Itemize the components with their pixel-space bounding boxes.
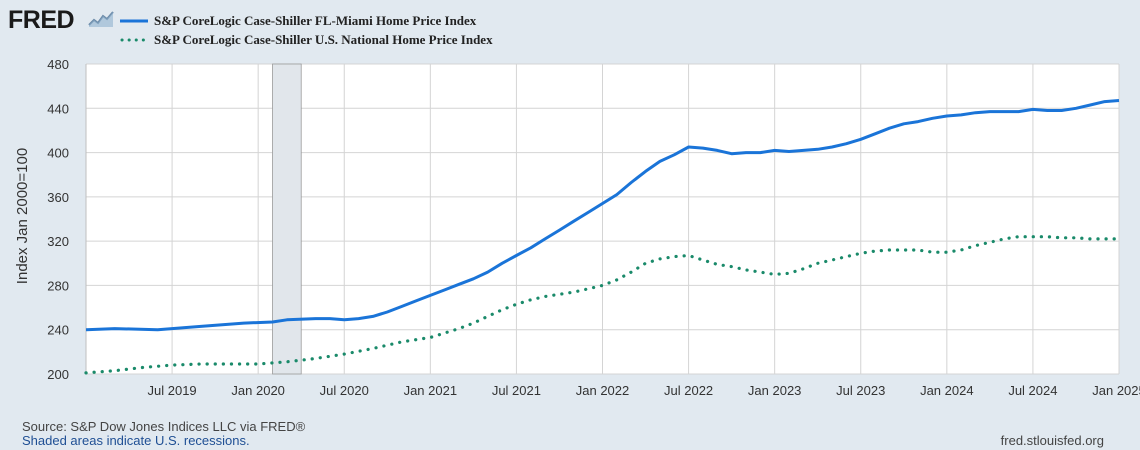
legend-item-national[interactable]: S&P CoreLogic Case-Shiller U.S. National… (120, 30, 493, 49)
chart-legend: S&P CoreLogic Case-Shiller FL-Miami Home… (120, 11, 493, 49)
y-tick-label: 480 (47, 57, 69, 72)
footer-source: Source: S&P Dow Jones Indices LLC via FR… (22, 419, 306, 434)
x-tick-label: Jul 2023 (836, 383, 885, 398)
legend-swatch-solid (120, 19, 148, 22)
y-tick-label: 400 (47, 146, 69, 161)
x-tick-label: Jul 2019 (148, 383, 197, 398)
footer-site-link[interactable]: fred.stlouisfed.org (1000, 433, 1104, 448)
footer-recession-note[interactable]: Shaded areas indicate U.S. recessions. (22, 433, 250, 448)
x-tick-label: Jul 2022 (664, 383, 713, 398)
x-tick-label: Jan 2025 (1092, 383, 1140, 398)
x-tick-label: Jan 2023 (748, 383, 802, 398)
legend-item-miami[interactable]: S&P CoreLogic Case-Shiller FL-Miami Home… (120, 11, 493, 30)
y-tick-label: 280 (47, 278, 69, 293)
legend-swatch-dotted (120, 38, 148, 41)
y-tick-label: 360 (47, 190, 69, 205)
x-tick-label: Jan 2024 (920, 383, 974, 398)
y-tick-label: 320 (47, 234, 69, 249)
x-tick-label: Jan 2021 (404, 383, 458, 398)
x-tick-label: Jul 2020 (320, 383, 369, 398)
y-tick-label: 240 (47, 323, 69, 338)
fred-logo-graph-icon (88, 10, 114, 28)
legend-label-national: S&P CoreLogic Case-Shiller U.S. National… (154, 31, 493, 47)
fred-logo[interactable]: FRED (8, 6, 75, 34)
y-tick-label: 200 (47, 367, 69, 382)
x-tick-label: Jul 2024 (1008, 383, 1057, 398)
x-tick-label: Jan 2022 (576, 383, 630, 398)
recession-shade (272, 63, 302, 375)
y-tick-label: 440 (47, 101, 69, 116)
x-tick-label: Jan 2020 (231, 383, 285, 398)
x-tick-label: Jul 2021 (492, 383, 541, 398)
series-line-miami (85, 99, 1120, 332)
y-axis-title: Index Jan 2000=100 (14, 148, 31, 284)
legend-label-miami: S&P CoreLogic Case-Shiller FL-Miami Home… (154, 12, 477, 28)
